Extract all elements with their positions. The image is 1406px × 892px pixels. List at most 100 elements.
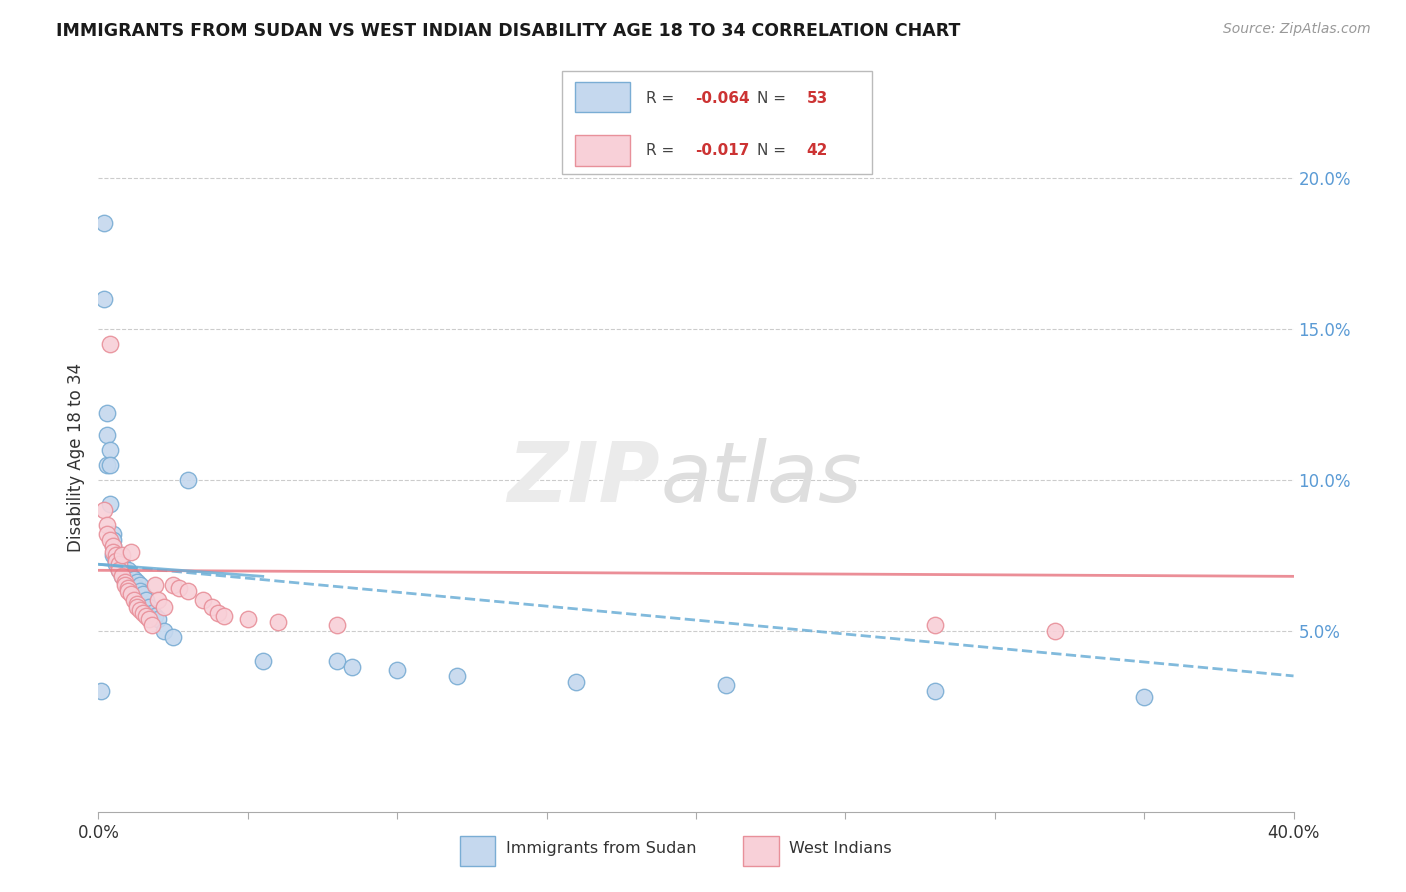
Point	[105, 558, 128, 572]
Point	[162, 578, 184, 592]
Point	[98, 442, 122, 457]
Point	[446, 669, 468, 683]
Text: N =: N =	[758, 143, 792, 158]
Point	[96, 527, 118, 541]
Point	[177, 584, 200, 599]
Point	[105, 548, 128, 562]
Y-axis label: Disability Age 18 to 34: Disability Age 18 to 34	[66, 362, 84, 552]
Point	[120, 575, 142, 590]
Point	[141, 606, 163, 620]
Point	[129, 584, 152, 599]
Point	[93, 292, 115, 306]
Point	[132, 606, 155, 620]
Text: IMMIGRANTS FROM SUDAN VS WEST INDIAN DISABILITY AGE 18 TO 34 CORRELATION CHART: IMMIGRANTS FROM SUDAN VS WEST INDIAN DIS…	[56, 22, 960, 40]
Point	[127, 575, 149, 590]
Point	[98, 337, 122, 351]
Point	[114, 569, 136, 583]
Point	[127, 599, 149, 614]
Point	[98, 497, 122, 511]
Point	[90, 684, 112, 698]
Point	[111, 558, 134, 572]
Point	[114, 578, 136, 592]
Point	[212, 608, 235, 623]
Point	[108, 558, 131, 572]
Point	[326, 617, 349, 632]
Point	[117, 584, 139, 599]
Point	[252, 654, 274, 668]
Point	[103, 548, 125, 562]
Point	[93, 216, 115, 230]
Point	[129, 578, 152, 592]
Point	[326, 654, 349, 668]
Point	[105, 554, 128, 568]
Point	[120, 545, 142, 559]
Point	[177, 473, 200, 487]
Point	[93, 503, 115, 517]
Point	[103, 533, 125, 548]
Point	[167, 582, 190, 596]
Point	[124, 593, 146, 607]
Point	[98, 458, 122, 472]
Point	[103, 539, 125, 553]
Text: -0.064: -0.064	[696, 90, 749, 105]
Point	[129, 602, 152, 616]
Point	[111, 548, 134, 562]
Point	[124, 578, 146, 592]
Point	[236, 611, 259, 625]
Point	[114, 563, 136, 577]
Text: ZIP: ZIP	[508, 438, 661, 519]
Point	[141, 617, 163, 632]
Point	[111, 569, 134, 583]
Point	[714, 678, 737, 692]
Text: West Indians: West Indians	[789, 841, 891, 856]
Point	[148, 611, 170, 625]
Text: atlas: atlas	[661, 438, 862, 519]
Point	[127, 582, 149, 596]
Point	[117, 582, 139, 596]
Point	[105, 551, 128, 566]
Point	[124, 573, 146, 587]
Text: R =: R =	[645, 90, 679, 105]
Point	[120, 569, 142, 583]
Point	[103, 545, 125, 559]
Point	[143, 608, 166, 623]
Point	[96, 458, 118, 472]
Point	[117, 569, 139, 583]
FancyBboxPatch shape	[575, 82, 630, 112]
FancyBboxPatch shape	[562, 71, 872, 174]
Point	[96, 518, 118, 533]
Point	[117, 563, 139, 577]
Text: N =: N =	[758, 90, 792, 105]
Point	[565, 675, 588, 690]
Point	[924, 617, 946, 632]
Point	[103, 527, 125, 541]
Text: Source: ZipAtlas.com: Source: ZipAtlas.com	[1223, 22, 1371, 37]
Point	[207, 606, 229, 620]
Point	[201, 599, 224, 614]
Text: Immigrants from Sudan: Immigrants from Sudan	[506, 841, 696, 856]
FancyBboxPatch shape	[575, 135, 630, 166]
Point	[111, 569, 134, 583]
Point	[138, 611, 160, 625]
Point	[924, 684, 946, 698]
Point	[1043, 624, 1066, 638]
Point	[96, 406, 118, 420]
Text: 42: 42	[807, 143, 828, 158]
Point	[114, 575, 136, 590]
Point	[143, 578, 166, 592]
Point	[153, 599, 176, 614]
Point	[1133, 690, 1156, 704]
FancyBboxPatch shape	[460, 836, 495, 865]
Text: -0.017: -0.017	[696, 143, 749, 158]
Point	[103, 539, 125, 553]
Point	[267, 615, 290, 629]
Point	[117, 573, 139, 587]
FancyBboxPatch shape	[744, 836, 779, 865]
Point	[108, 563, 131, 577]
Point	[135, 593, 157, 607]
Point	[108, 558, 131, 572]
Point	[108, 563, 131, 577]
Point	[108, 554, 131, 568]
Point	[96, 427, 118, 442]
Point	[385, 663, 409, 677]
